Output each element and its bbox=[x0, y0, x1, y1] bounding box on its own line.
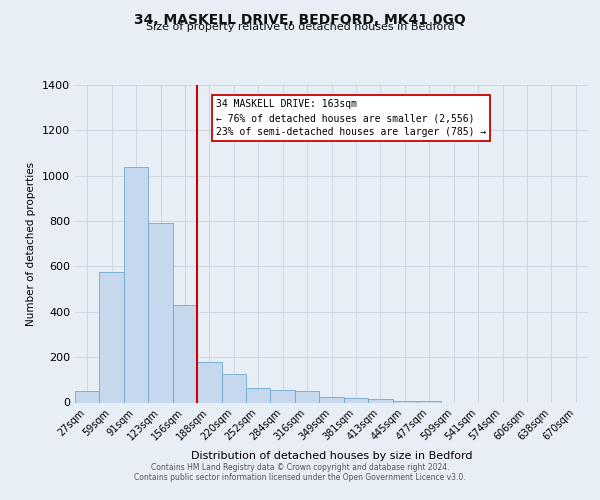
Text: Contains public sector information licensed under the Open Government Licence v3: Contains public sector information licen… bbox=[134, 472, 466, 482]
Bar bbox=[319, 397, 344, 402]
Bar bbox=[197, 362, 221, 403]
Bar bbox=[75, 391, 100, 402]
X-axis label: Distribution of detached houses by size in Bedford: Distribution of detached houses by size … bbox=[191, 450, 472, 460]
Bar bbox=[246, 388, 271, 402]
Bar bbox=[344, 398, 368, 402]
Bar bbox=[271, 390, 295, 402]
Bar bbox=[124, 166, 148, 402]
Bar bbox=[221, 374, 246, 402]
Bar bbox=[368, 399, 392, 402]
Text: 34 MASKELL DRIVE: 163sqm
← 76% of detached houses are smaller (2,556)
23% of sem: 34 MASKELL DRIVE: 163sqm ← 76% of detach… bbox=[216, 100, 487, 138]
Bar bbox=[148, 224, 173, 402]
Text: Size of property relative to detached houses in Bedford: Size of property relative to detached ho… bbox=[146, 22, 454, 32]
Bar bbox=[295, 391, 319, 402]
Y-axis label: Number of detached properties: Number of detached properties bbox=[26, 162, 37, 326]
Text: Contains HM Land Registry data © Crown copyright and database right 2024.: Contains HM Land Registry data © Crown c… bbox=[151, 462, 449, 471]
Bar bbox=[173, 305, 197, 402]
Bar bbox=[392, 400, 417, 402]
Text: 34, MASKELL DRIVE, BEDFORD, MK41 0GQ: 34, MASKELL DRIVE, BEDFORD, MK41 0GQ bbox=[134, 12, 466, 26]
Bar bbox=[100, 272, 124, 402]
